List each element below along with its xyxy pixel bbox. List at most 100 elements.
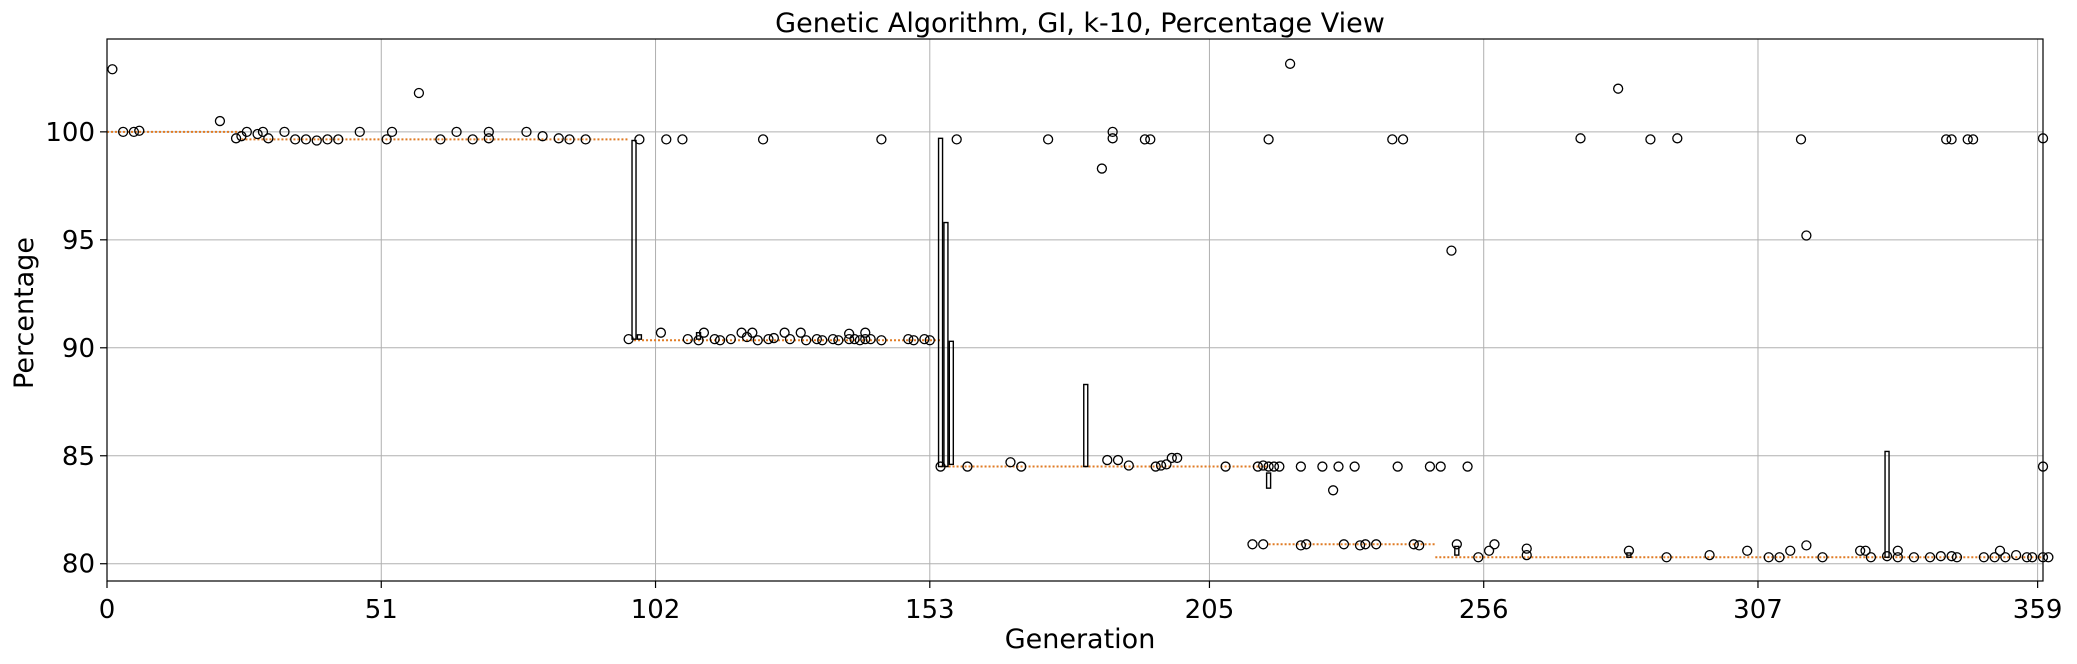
outlier-point bbox=[1258, 460, 1269, 471]
outlier-point bbox=[263, 133, 274, 144]
x-axis-label: Generation bbox=[1005, 624, 1156, 655]
box bbox=[948, 340, 955, 466]
outlier-point bbox=[1801, 230, 1812, 241]
outlier-point bbox=[467, 134, 478, 145]
outlier-point bbox=[241, 126, 252, 138]
outlier-point bbox=[1301, 539, 1312, 550]
outlier-point bbox=[290, 134, 301, 145]
x-tick-label: 307 bbox=[1733, 595, 1783, 625]
outlier-point bbox=[817, 335, 828, 346]
outlier-point bbox=[1989, 552, 2000, 563]
outlier-point bbox=[1451, 539, 1462, 550]
y-tick-label: 100 bbox=[45, 118, 95, 148]
box bbox=[937, 137, 944, 468]
x-tick-label: 153 bbox=[905, 595, 955, 625]
outlier-point bbox=[1462, 461, 1473, 472]
outlier-point bbox=[1397, 134, 1409, 145]
outlier-point bbox=[951, 134, 962, 145]
outlier-point bbox=[230, 133, 242, 144]
outlier-point bbox=[1247, 539, 1258, 550]
outlier-point bbox=[800, 335, 812, 346]
outlier-point bbox=[1371, 539, 1382, 550]
outlier-point bbox=[1763, 552, 1774, 563]
outlier-point bbox=[752, 335, 763, 346]
outlier-point bbox=[876, 335, 887, 346]
outlier-point bbox=[843, 334, 855, 345]
outlier-point bbox=[1613, 83, 1624, 94]
outlier-point bbox=[1892, 545, 1903, 556]
outlier-point bbox=[779, 327, 790, 338]
outlier-point bbox=[1333, 461, 1344, 472]
outlier-point bbox=[1414, 540, 1425, 551]
outlier-point bbox=[354, 126, 365, 138]
outlier-point bbox=[1096, 163, 1108, 174]
outlier-point bbox=[843, 328, 855, 339]
outlier-point bbox=[257, 126, 269, 138]
outlier-point bbox=[1112, 454, 1124, 466]
outlier-point bbox=[2010, 549, 2022, 561]
plot-frame bbox=[106, 38, 2044, 582]
outlier-point bbox=[1892, 552, 1903, 563]
outlier-point bbox=[553, 133, 564, 144]
outlier-point bbox=[1107, 126, 1118, 138]
outlier-point bbox=[1150, 461, 1161, 472]
outlier-point bbox=[322, 134, 333, 145]
outlier-point bbox=[1521, 543, 1532, 554]
outlier-point bbox=[1908, 552, 1920, 563]
outlier-point bbox=[903, 334, 914, 345]
x-tick-label: 51 bbox=[365, 595, 398, 625]
outlier-point bbox=[1161, 459, 1172, 470]
x-tick-label: 256 bbox=[1459, 595, 1509, 625]
outlier-point bbox=[854, 335, 866, 346]
outlier-point bbox=[677, 134, 688, 145]
outlier-point bbox=[413, 87, 425, 99]
outlier-point bbox=[1387, 134, 1398, 145]
outlier-point bbox=[924, 335, 935, 346]
outlier-point bbox=[1317, 461, 1328, 472]
outlier-point bbox=[300, 134, 312, 145]
outlier-point bbox=[2027, 552, 2038, 563]
outlier-point bbox=[1967, 134, 1979, 145]
outlier-point bbox=[1435, 461, 1446, 472]
outlier-point bbox=[1252, 461, 1263, 472]
outlier-point bbox=[1360, 539, 1371, 550]
outlier-point bbox=[134, 125, 145, 136]
outlier-point bbox=[1172, 452, 1183, 464]
outlier-point bbox=[876, 134, 887, 145]
outlier-point bbox=[935, 461, 946, 472]
outlier-point bbox=[1005, 457, 1016, 468]
outlier-point bbox=[833, 335, 844, 346]
box bbox=[1454, 545, 1460, 556]
outlier-point bbox=[279, 126, 290, 138]
outlier-point bbox=[580, 134, 591, 145]
outlier-point bbox=[1166, 452, 1177, 464]
outlier-point bbox=[1935, 551, 1946, 562]
x-tick-label: 102 bbox=[631, 595, 681, 625]
x-tick-label: 359 bbox=[2013, 595, 2063, 625]
outlier-point bbox=[1704, 549, 1715, 561]
outlier-point bbox=[1994, 545, 2006, 556]
outlier-point bbox=[768, 332, 779, 344]
outlier-point bbox=[1855, 545, 1866, 556]
outlier-point bbox=[1661, 552, 1672, 563]
y-tick-label: 80 bbox=[62, 550, 95, 580]
outlier-point bbox=[1155, 460, 1167, 471]
outlier-point bbox=[381, 134, 392, 145]
outlier-point bbox=[747, 327, 758, 338]
box bbox=[1265, 472, 1272, 489]
outlier-point bbox=[693, 335, 704, 346]
outlier-point bbox=[1274, 461, 1285, 472]
outlier-point bbox=[1258, 539, 1269, 550]
outlier-point bbox=[1263, 134, 1274, 145]
outlier-point bbox=[1865, 552, 1877, 563]
y-axis-label: Percentage bbox=[9, 237, 40, 389]
y-tick-label: 90 bbox=[62, 334, 95, 364]
outlier-point bbox=[107, 64, 118, 75]
outlier-point bbox=[1962, 134, 1973, 145]
outlier-point bbox=[860, 334, 871, 345]
outlier-point bbox=[1408, 539, 1419, 550]
outlier-point bbox=[1623, 545, 1635, 556]
box bbox=[1884, 450, 1890, 558]
outlier-point bbox=[1946, 134, 1957, 145]
